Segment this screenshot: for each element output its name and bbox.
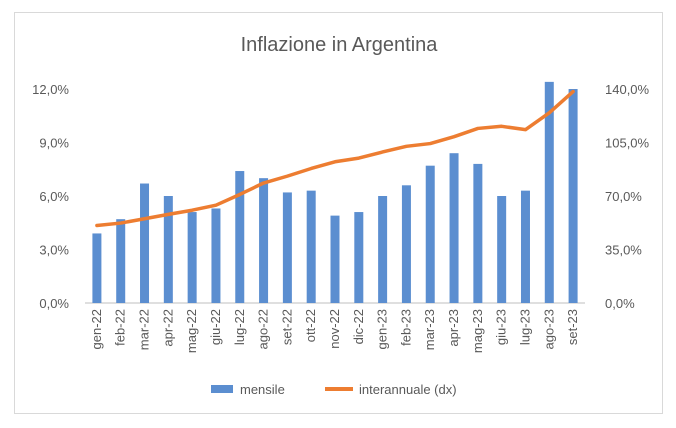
line-group: [95, 89, 575, 228]
bar-set-22: [282, 192, 292, 303]
legend-swatch-mensile: [211, 385, 233, 393]
x-tick-label: apr-23: [446, 309, 461, 347]
bar-ago-23: [544, 81, 554, 303]
bar-set-23: [568, 89, 578, 303]
x-tick-label: mar-23: [422, 309, 437, 350]
bar-mar-22: [140, 183, 150, 303]
bar-ago-22: [259, 178, 269, 303]
y-right-tick-label: 70,0%: [605, 189, 642, 204]
x-axis: gen-22 feb-22 mar-22 apr-22 mag-22 giu-22 lug-…: [89, 309, 580, 353]
bar-lug-23: [520, 190, 530, 303]
x-tick-label: lug-23: [517, 309, 532, 345]
bar-mar-23: [425, 165, 435, 303]
x-tick-label: gen-23: [375, 309, 390, 349]
x-tick-label: nov-22: [327, 309, 342, 349]
y-left-tick-label: 12,0%: [32, 82, 69, 97]
y-axis-right: 0,0% 35,0% 70,0% 105,0% 140,0%: [605, 82, 650, 311]
x-tick-label: feb-22: [113, 309, 128, 346]
x-tick-label: apr-22: [160, 309, 175, 347]
x-tick-label: gen-22: [89, 309, 104, 349]
x-tick-label: mag-22: [184, 309, 199, 353]
legend: mensile interannuale (dx): [211, 382, 457, 397]
bar-feb-22: [116, 219, 126, 303]
inflation-chart: Inflazione in Argentina 0,0% 3,0% 6,0% 9,0%…: [32, 34, 650, 397]
bar-mag-23: [473, 163, 483, 303]
x-tick-label: ago-23: [541, 309, 556, 349]
x-tick-label: set-23: [565, 309, 580, 345]
line-interannuale: [95, 89, 575, 228]
bar-gen-23: [378, 196, 388, 303]
y-right-tick-label: 105,0%: [605, 136, 650, 151]
bar-apr-22: [163, 196, 173, 303]
bar-dic-22: [354, 212, 364, 303]
bar-mag-22: [187, 212, 197, 303]
x-tick-label: feb-23: [398, 309, 413, 346]
chart-title: Inflazione in Argentina: [241, 34, 439, 56]
bar-apr-23: [449, 153, 459, 303]
x-tick-label: ott-22: [303, 309, 318, 342]
bar-lug-22: [235, 171, 245, 303]
x-tick-label: set-22: [279, 309, 294, 345]
y-axis-left: 0,0% 3,0% 6,0% 9,0% 12,0%: [32, 82, 69, 311]
x-tick-label: mag-23: [470, 309, 485, 353]
legend-label-interannuale: interannuale (dx): [359, 382, 457, 397]
bar-nov-22: [330, 215, 340, 303]
y-right-tick-label: 35,0%: [605, 243, 642, 258]
bar-gen-22: [92, 233, 102, 303]
y-left-tick-label: 9,0%: [39, 136, 69, 151]
chart-frame: Inflazione in Argentina 0,0% 3,0% 6,0% 9,0%…: [14, 12, 663, 414]
bar-giu-22: [211, 208, 221, 303]
x-tick-label: mar-22: [137, 309, 152, 350]
bar-giu-23: [497, 196, 507, 303]
y-left-tick-label: 0,0%: [39, 296, 69, 311]
x-tick-label: giu-23: [494, 309, 509, 345]
x-tick-label: giu-22: [208, 309, 223, 345]
bar-feb-23: [401, 185, 411, 303]
x-tick-label: ago-22: [256, 309, 271, 349]
bar-ott-22: [306, 190, 316, 303]
y-left-tick-label: 6,0%: [39, 189, 69, 204]
y-right-tick-label: 0,0%: [605, 296, 635, 311]
x-tick-label: lug-22: [232, 309, 247, 345]
legend-label-mensile: mensile: [240, 382, 285, 397]
bars-group: [92, 81, 578, 303]
y-right-tick-label: 140,0%: [605, 82, 650, 97]
y-left-tick-label: 3,0%: [39, 243, 69, 258]
x-tick-label: dic-22: [351, 309, 366, 344]
